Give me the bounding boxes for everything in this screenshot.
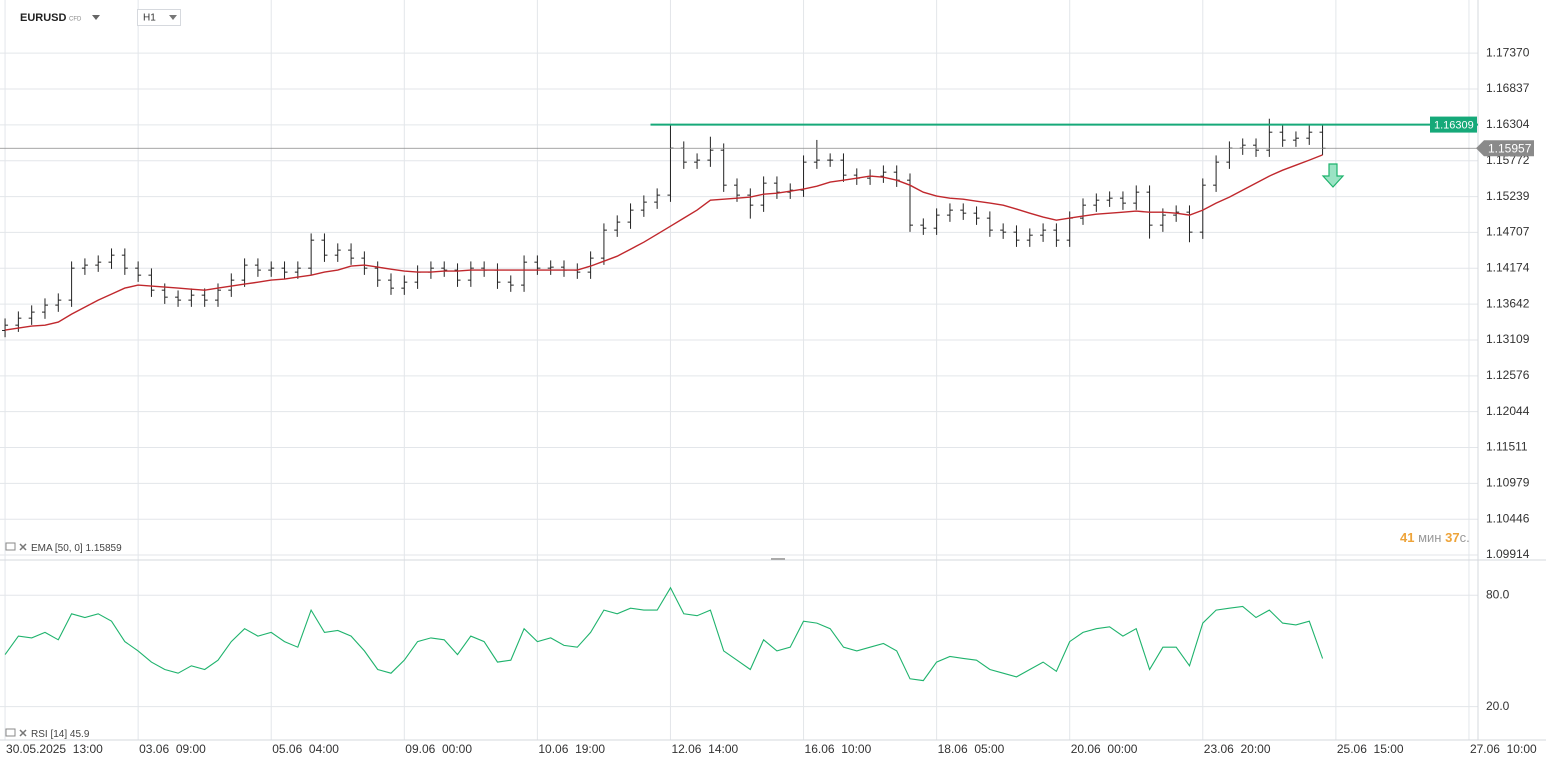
candle-timer: 41 мин 37с.: [1400, 530, 1470, 545]
legend-close[interactable]: [19, 543, 27, 551]
x-tick-label: 10.06 19:00: [538, 742, 605, 756]
y-tick-label: 1.16837: [1486, 81, 1530, 95]
y-tick-label: 1.13109: [1486, 332, 1530, 346]
y-tick-label: 20.0: [1486, 699, 1510, 713]
y-tick-label: 1.10446: [1486, 511, 1530, 525]
legend-close[interactable]: [19, 729, 27, 737]
y-tick-label: 1.10979: [1486, 476, 1530, 490]
y-tick-label: 1.09914: [1486, 547, 1530, 561]
y-tick-label: 1.17370: [1486, 45, 1530, 59]
timeframe-box[interactable]: [137, 9, 181, 26]
ema-line: [4, 154, 1323, 331]
x-tick-label: 03.06 09:00: [139, 742, 206, 756]
legend-icon[interactable]: [5, 542, 16, 551]
y-tick-label: 1.13642: [1486, 296, 1530, 310]
y-tick-label: 1.14707: [1486, 225, 1530, 239]
rsi-legend-text: RSI [14] 45.9: [31, 729, 90, 740]
last-price-tag: [1476, 140, 1534, 157]
x-tick-label: 23.06 20:00: [1204, 742, 1271, 756]
ema-name: EMA [50, 0]: [31, 543, 83, 554]
timer-min-unit: мин: [1418, 530, 1441, 545]
timeframe-dropdown[interactable]: [169, 15, 177, 20]
panel-resize-handle[interactable]: [771, 558, 785, 560]
symbol-badge: CFD: [69, 17, 82, 23]
ema-value: 1.15859: [85, 543, 122, 554]
y-tick-label: 1.16304: [1486, 117, 1530, 131]
rsi-legend: RSI [14] 45.9: [5, 728, 90, 740]
y-tick-label: 1.15239: [1486, 189, 1530, 203]
x-tick-label: 25.06 15:00: [1337, 742, 1404, 756]
ema-legend-text: EMA [50, 0] 1.15859: [31, 543, 122, 554]
timer-seconds: 37: [1445, 530, 1459, 545]
legend-icon[interactable]: [5, 728, 16, 737]
symbol-dropdown[interactable]: [92, 15, 100, 20]
y-tick-label: 1.12576: [1486, 368, 1530, 382]
x-tick-label: 20.06 00:00: [1071, 742, 1138, 756]
y-tick-label: 1.11511: [1486, 440, 1528, 454]
y-tick-label: 1.12044: [1486, 404, 1530, 418]
y-tick-label: 1.15772: [1486, 153, 1530, 167]
timer-sec-unit: с.: [1460, 530, 1470, 545]
resistance-label: 1.16309: [1434, 119, 1474, 131]
x-tick-label: 27.06 10:00: [1470, 742, 1537, 756]
x-tick-label: 12.06 14:00: [671, 742, 738, 756]
last-price-label: 1.15957: [1488, 141, 1532, 155]
y-tick-label: 1.14174: [1486, 260, 1530, 274]
ema-legend: EMA [50, 0] 1.15859: [5, 542, 122, 554]
symbol[interactable]: EURUSD: [20, 12, 67, 24]
timeframe[interactable]: H1: [143, 13, 156, 24]
x-tick-label: 16.06 10:00: [805, 742, 872, 756]
marks-layer: 30.05.2025 13:00 03.06 09:00 05.06 04:00 09…: [0, 45, 1537, 756]
x-tick-label: 09.06 00:00: [405, 742, 472, 756]
y-tick-label: 80.0: [1486, 587, 1510, 601]
rsi-line: [4, 586, 1324, 682]
resistance-tag: [1430, 116, 1477, 133]
x-tick-label: 30.05.2025 13:00: [6, 742, 103, 756]
timer-minutes: 41: [1400, 530, 1414, 545]
sell-signal-arrow: [1321, 163, 1345, 188]
x-tick-label: 05.06 04:00: [272, 742, 339, 756]
rsi-name: RSI [14]: [31, 729, 67, 740]
grid-layer: [0, 0, 1478, 740]
rsi-value: 45.9: [70, 729, 90, 740]
x-tick-label: 18.06 05:00: [938, 742, 1005, 756]
